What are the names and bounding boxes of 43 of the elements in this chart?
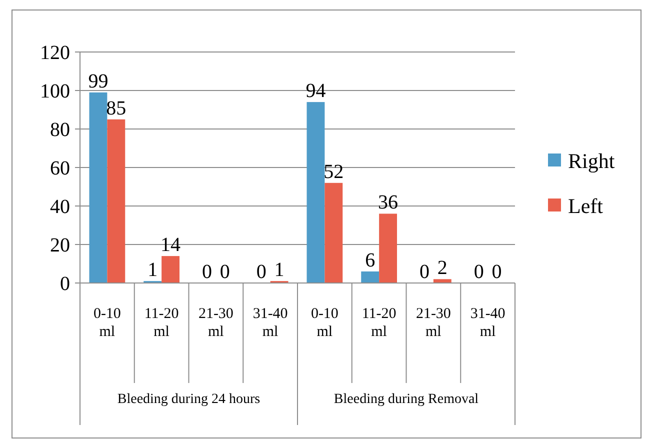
bar (107, 119, 126, 283)
y-tick-label: 40 (50, 196, 70, 218)
bar (361, 271, 380, 283)
y-tick-label: 0 (60, 273, 70, 295)
bar (162, 256, 180, 283)
data-label: 52 (324, 160, 344, 183)
data-label: 0 (220, 261, 230, 283)
data-label: 1 (274, 259, 284, 282)
y-tick-label: 60 (50, 158, 70, 180)
y-tick-label: 80 (50, 119, 70, 141)
data-label: 0 (202, 261, 212, 283)
data-label: 0 (492, 261, 502, 283)
x-tick-label: 21-30 ml (198, 306, 234, 340)
text: Bleeding during Removal (334, 392, 479, 407)
x-tick-label: 31-40 ml (252, 306, 288, 340)
y-tick-label: 100 (40, 80, 70, 102)
bar (306, 102, 325, 283)
legend-label: Right (568, 148, 615, 173)
bar (433, 279, 452, 283)
text: Bleeding during 24 hours (117, 392, 260, 407)
bar (89, 92, 108, 283)
data-label: 14 (160, 234, 181, 256)
y-tick-label: 20 (50, 234, 70, 256)
data-label: 0 (419, 261, 430, 283)
data-label: 6 (365, 249, 376, 272)
x-tick-label: 0-10 ml (93, 306, 121, 340)
data-label: 99 (88, 70, 108, 92)
bar (324, 182, 343, 283)
x-tick-label: 11-20 ml (144, 306, 179, 340)
legend-label: Left (568, 194, 604, 218)
x-tick-label: 0-10 ml (310, 306, 338, 340)
y-tick-label: 120 (40, 42, 70, 64)
x-tick-label: 11-20 ml (362, 306, 396, 340)
data-label: 36 (378, 192, 398, 214)
data-label: 0 (256, 261, 266, 283)
data-label: 94 (306, 80, 326, 102)
x-tick-label: 31-40 ml (470, 306, 506, 340)
data-label: 2 (437, 257, 448, 280)
data-label: 0 (474, 261, 484, 283)
x-tick-label: 21-30 ml (416, 306, 451, 340)
bar (379, 214, 398, 283)
data-label: 1 (148, 259, 158, 282)
data-label: 85 (106, 97, 126, 120)
